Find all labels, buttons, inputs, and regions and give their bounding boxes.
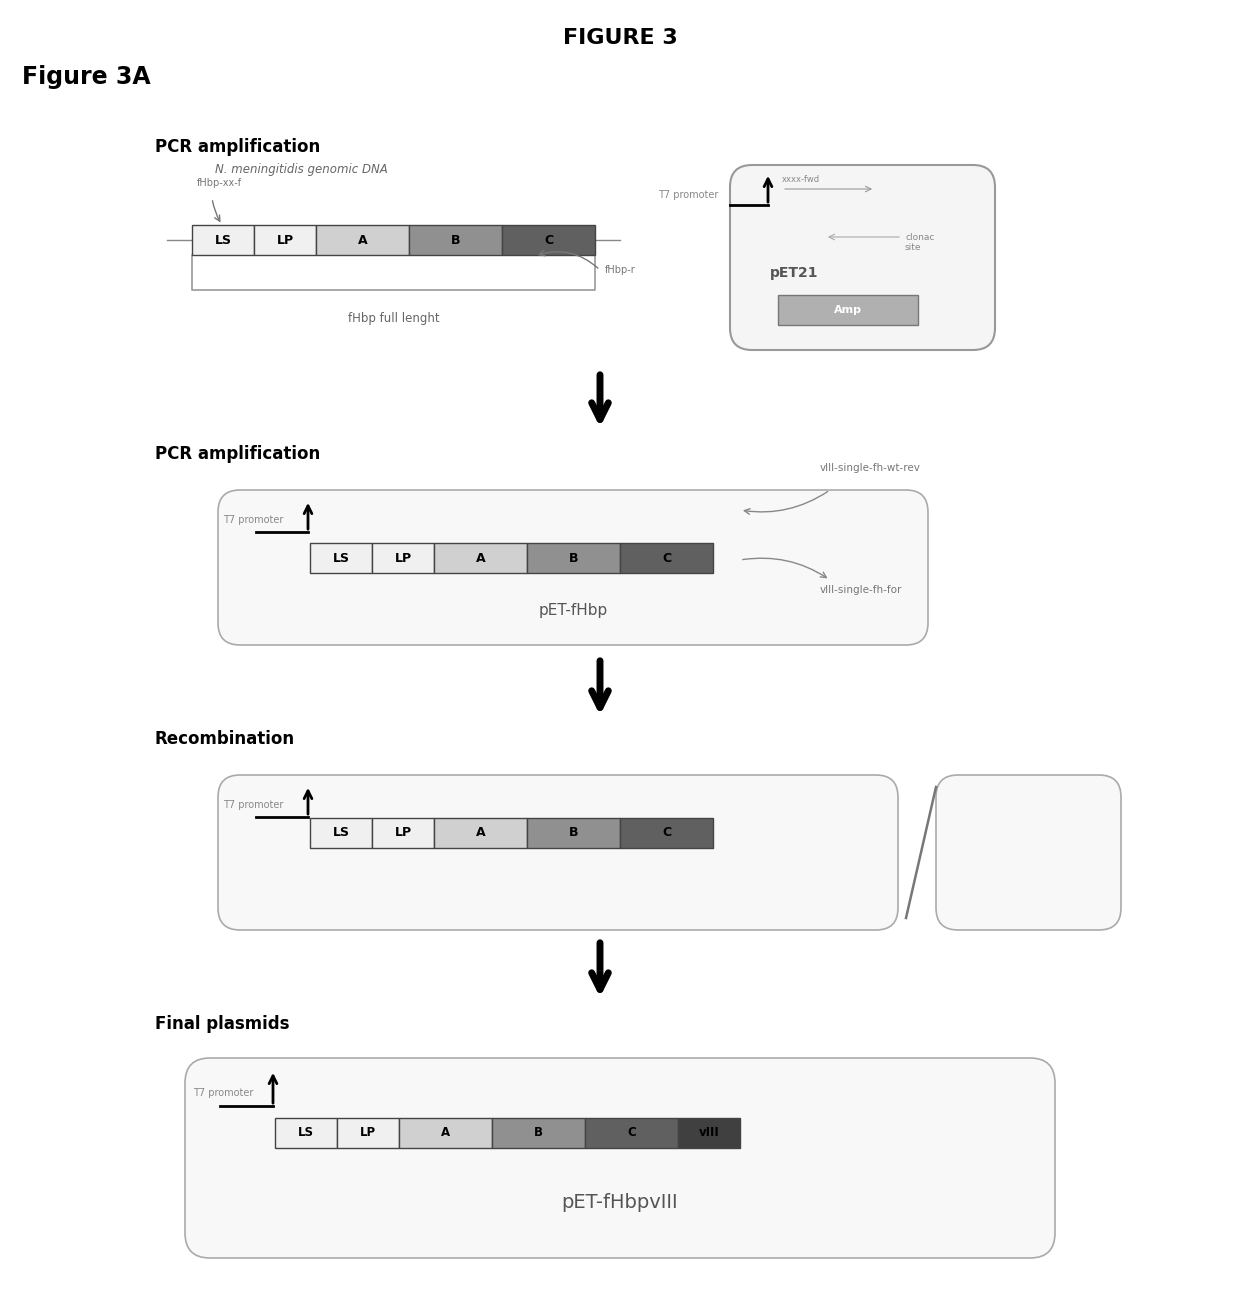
Bar bbox=[502, 225, 595, 255]
Bar bbox=[620, 543, 713, 573]
Text: LS: LS bbox=[332, 826, 350, 839]
Text: Final plasmids: Final plasmids bbox=[155, 1014, 289, 1033]
Text: LP: LP bbox=[360, 1127, 376, 1140]
Text: T7 promoter: T7 promoter bbox=[657, 190, 718, 200]
Bar bbox=[585, 1118, 678, 1148]
Text: vIII: vIII bbox=[698, 1127, 719, 1140]
Text: LS: LS bbox=[298, 1127, 314, 1140]
Text: pET21: pET21 bbox=[770, 266, 818, 280]
Text: C: C bbox=[627, 1127, 636, 1140]
Text: fHbp-r: fHbp-r bbox=[605, 264, 636, 275]
Bar bbox=[372, 543, 434, 573]
Text: C: C bbox=[544, 233, 553, 246]
Text: LS: LS bbox=[332, 551, 350, 564]
Text: clonac
site: clonac site bbox=[905, 233, 935, 253]
Bar bbox=[310, 543, 372, 573]
Bar bbox=[337, 1118, 399, 1148]
Text: FIGURE 3: FIGURE 3 bbox=[563, 27, 677, 48]
Bar bbox=[620, 818, 713, 848]
Text: vIII-single-fh-wt-rev: vIII-single-fh-wt-rev bbox=[820, 463, 921, 473]
Bar bbox=[254, 225, 316, 255]
Bar bbox=[434, 543, 527, 573]
Text: B: B bbox=[569, 826, 578, 839]
Text: Figure 3A: Figure 3A bbox=[22, 65, 150, 89]
Text: Recombination: Recombination bbox=[155, 730, 295, 747]
Text: C: C bbox=[662, 826, 671, 839]
Text: LS: LS bbox=[215, 233, 232, 246]
FancyBboxPatch shape bbox=[218, 490, 928, 645]
Bar bbox=[192, 225, 254, 255]
Text: fHbp full lenght: fHbp full lenght bbox=[347, 312, 439, 325]
Bar bbox=[372, 818, 434, 848]
Text: B: B bbox=[451, 233, 460, 246]
Text: PCR amplification: PCR amplification bbox=[155, 445, 320, 463]
Bar bbox=[777, 295, 918, 325]
Text: T7 promoter: T7 promoter bbox=[192, 1088, 253, 1098]
Bar bbox=[678, 1118, 740, 1148]
Bar bbox=[275, 1118, 337, 1148]
FancyBboxPatch shape bbox=[185, 1058, 1055, 1258]
Bar bbox=[316, 225, 409, 255]
Text: A: A bbox=[441, 1127, 450, 1140]
Text: PCR amplification: PCR amplification bbox=[155, 137, 320, 156]
Text: A: A bbox=[357, 233, 367, 246]
Bar bbox=[399, 1118, 492, 1148]
Text: pET-fHbpvIII: pET-fHbpvIII bbox=[562, 1194, 678, 1212]
Text: C: C bbox=[662, 551, 671, 564]
Text: T7 promoter: T7 promoter bbox=[223, 800, 283, 810]
Text: fHbp-xx-f: fHbp-xx-f bbox=[197, 178, 242, 188]
Bar bbox=[527, 543, 620, 573]
Text: T7 promoter: T7 promoter bbox=[223, 514, 283, 525]
Text: Amp: Amp bbox=[835, 305, 862, 315]
Text: B: B bbox=[569, 551, 578, 564]
Text: N. meningitidis genomic DNA: N. meningitidis genomic DNA bbox=[215, 164, 388, 175]
FancyBboxPatch shape bbox=[218, 775, 898, 929]
Bar bbox=[310, 818, 372, 848]
Bar bbox=[434, 818, 527, 848]
Bar bbox=[492, 1118, 585, 1148]
Text: xxxx-fwd: xxxx-fwd bbox=[782, 174, 820, 183]
Text: A: A bbox=[476, 826, 485, 839]
Text: LP: LP bbox=[394, 551, 412, 564]
Text: LP: LP bbox=[394, 826, 412, 839]
Text: LP: LP bbox=[277, 233, 294, 246]
FancyBboxPatch shape bbox=[936, 775, 1121, 929]
Text: vIII-single-fh-for: vIII-single-fh-for bbox=[820, 585, 903, 596]
FancyBboxPatch shape bbox=[730, 165, 994, 350]
Text: pET-fHbp: pET-fHbp bbox=[538, 602, 608, 618]
Text: A: A bbox=[476, 551, 485, 564]
Bar bbox=[527, 818, 620, 848]
Text: B: B bbox=[534, 1127, 543, 1140]
Bar bbox=[409, 225, 502, 255]
